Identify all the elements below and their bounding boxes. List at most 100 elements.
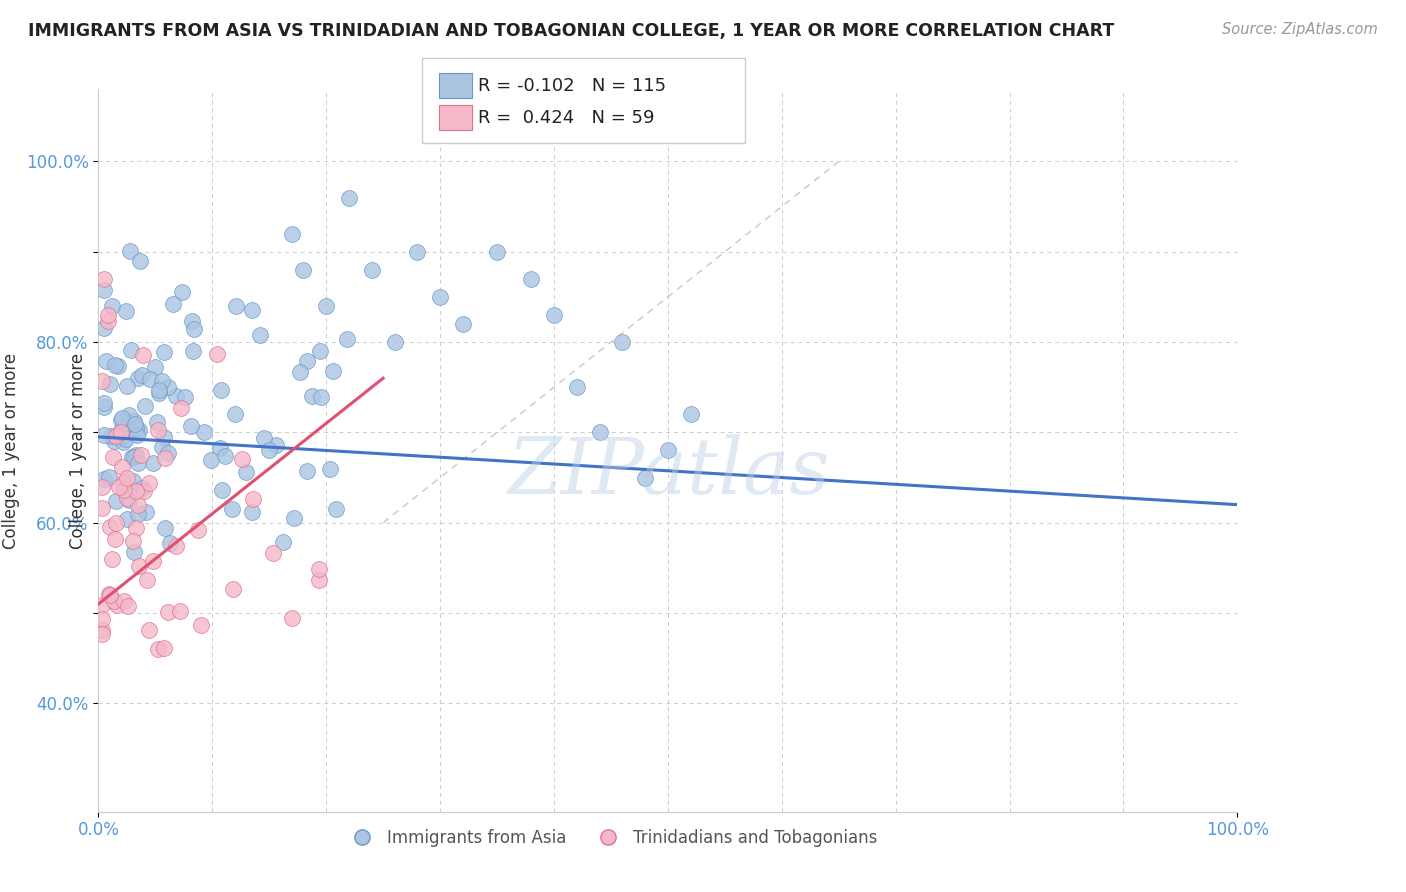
Point — [165, 389, 187, 403]
Point — [309, 343, 332, 358]
Point — [104, 532, 127, 546]
Point — [297, 353, 319, 368]
Point — [325, 502, 347, 516]
Point — [94, 354, 117, 368]
Point — [97, 314, 120, 328]
Point — [283, 511, 305, 525]
Point — [128, 423, 150, 437]
Point — [112, 483, 135, 497]
Point — [224, 407, 246, 422]
Point — [138, 623, 160, 637]
Point — [93, 472, 115, 486]
Point — [98, 519, 121, 533]
Point — [105, 429, 128, 443]
Point — [170, 401, 193, 415]
Point — [145, 415, 167, 429]
Point — [170, 285, 193, 299]
Point — [136, 573, 159, 587]
Text: ZIPatlas: ZIPatlas — [506, 434, 830, 510]
Point — [118, 492, 141, 507]
Point — [127, 498, 149, 512]
Point — [262, 546, 284, 560]
Point — [337, 191, 360, 205]
Point — [122, 414, 145, 428]
Point — [588, 425, 610, 440]
Y-axis label: College, 1 year or more: College, 1 year or more — [69, 352, 87, 549]
Point — [129, 448, 152, 462]
Point — [266, 438, 288, 452]
Point — [125, 428, 148, 442]
Point — [104, 516, 127, 530]
Point — [259, 443, 281, 458]
Point — [520, 272, 543, 286]
Point — [150, 374, 173, 388]
Point — [111, 460, 134, 475]
Point — [311, 390, 333, 404]
Point — [114, 432, 136, 446]
Point — [180, 419, 202, 434]
Point — [96, 308, 118, 322]
Point — [118, 244, 141, 258]
Point — [122, 545, 145, 559]
Point — [209, 384, 232, 398]
Point — [128, 558, 150, 573]
Y-axis label: College, 1 year or more: College, 1 year or more — [3, 352, 20, 549]
Point — [165, 539, 187, 553]
Point — [90, 627, 112, 641]
Point — [101, 551, 124, 566]
Point — [208, 442, 231, 456]
Point — [451, 317, 474, 331]
Point — [101, 299, 124, 313]
Point — [111, 476, 134, 491]
Point — [486, 244, 509, 259]
Point — [634, 470, 657, 484]
Point — [214, 450, 236, 464]
Point — [148, 383, 170, 397]
Point — [90, 611, 112, 625]
Point — [301, 389, 323, 403]
Point — [288, 365, 311, 379]
Point — [121, 450, 143, 464]
Point — [148, 385, 170, 400]
Point — [190, 617, 212, 632]
Point — [107, 359, 129, 373]
Point — [117, 417, 139, 431]
Point — [157, 446, 180, 460]
Point — [115, 304, 138, 318]
Point — [101, 450, 124, 464]
Point — [105, 598, 128, 612]
Point — [280, 611, 302, 625]
Point — [142, 554, 165, 568]
Point — [429, 290, 451, 304]
Point — [153, 521, 176, 535]
Point — [125, 521, 148, 535]
Point — [281, 227, 304, 241]
Point — [98, 377, 121, 392]
Point — [127, 456, 149, 470]
Point — [205, 347, 228, 361]
Point — [242, 491, 264, 506]
Point — [156, 380, 179, 394]
Text: R = -0.102   N = 115: R = -0.102 N = 115 — [478, 77, 666, 95]
Point — [122, 474, 145, 488]
Point — [104, 359, 127, 373]
Point — [139, 372, 162, 386]
Point — [90, 501, 112, 516]
Point — [90, 480, 112, 494]
Point — [115, 379, 138, 393]
Point — [150, 441, 173, 455]
Point — [146, 642, 169, 657]
Point — [124, 417, 146, 431]
Point — [111, 421, 134, 435]
Point — [543, 308, 565, 322]
Point — [134, 400, 156, 414]
Point — [240, 505, 263, 519]
Point — [156, 605, 179, 619]
Point — [318, 462, 340, 476]
Point — [100, 429, 122, 443]
Point — [90, 374, 112, 388]
Point — [135, 505, 157, 519]
Point — [111, 435, 134, 450]
Point — [143, 359, 166, 374]
Point — [222, 582, 245, 596]
